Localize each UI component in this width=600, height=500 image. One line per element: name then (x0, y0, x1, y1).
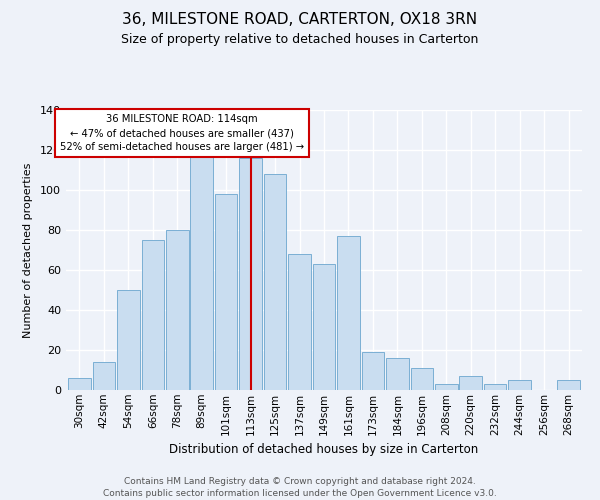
Bar (190, 154, 213, 390)
Bar (92, 362, 115, 390)
Bar (142, 240, 164, 390)
Bar (460, 376, 482, 390)
Bar (239, 158, 262, 390)
Bar (166, 230, 188, 390)
Bar (410, 368, 433, 390)
Bar (386, 358, 409, 390)
Text: Contains HM Land Registry data © Crown copyright and database right 2024.
Contai: Contains HM Land Registry data © Crown c… (103, 476, 497, 498)
Bar (484, 384, 506, 390)
X-axis label: Distribution of detached houses by size in Carterton: Distribution of detached houses by size … (169, 443, 479, 456)
Bar (215, 194, 238, 390)
Bar (117, 290, 140, 390)
Text: 36, MILESTONE ROAD, CARTERTON, OX18 3RN: 36, MILESTONE ROAD, CARTERTON, OX18 3RN (122, 12, 478, 28)
Bar (313, 264, 335, 390)
Bar (288, 254, 311, 390)
Text: Size of property relative to detached houses in Carterton: Size of property relative to detached ho… (121, 32, 479, 46)
Bar (557, 380, 580, 390)
Bar (362, 352, 384, 390)
Bar (508, 380, 531, 390)
Y-axis label: Number of detached properties: Number of detached properties (23, 162, 33, 338)
Bar (264, 174, 286, 390)
Bar (337, 236, 360, 390)
Text: 36 MILESTONE ROAD: 114sqm
← 47% of detached houses are smaller (437)
52% of semi: 36 MILESTONE ROAD: 114sqm ← 47% of detac… (60, 114, 304, 152)
Bar (435, 384, 458, 390)
Bar (68, 378, 91, 390)
